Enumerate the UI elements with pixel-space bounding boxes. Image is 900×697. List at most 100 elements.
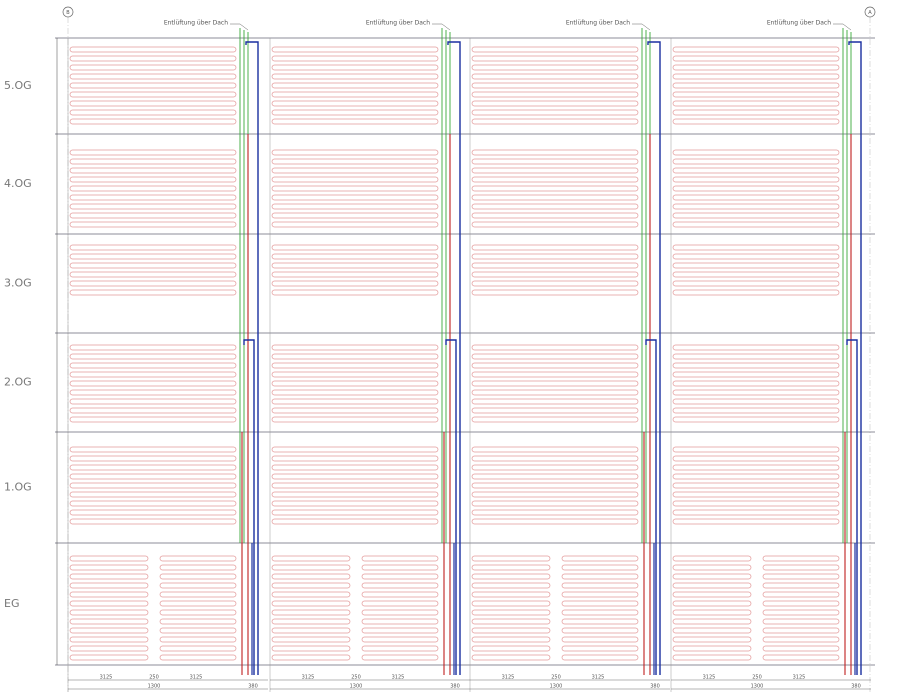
heating-coil: [561, 636, 639, 643]
heating-coil: [471, 464, 639, 471]
heating-coil: [69, 416, 237, 423]
heating-coil: [159, 591, 237, 598]
heating-coil: [69, 407, 237, 414]
heating-coil: [271, 158, 439, 165]
heating-coil: [471, 185, 639, 192]
heating-coil: [69, 176, 237, 183]
heating-coil: [69, 91, 237, 98]
heating-coil: [672, 582, 752, 589]
return-pipe: [243, 339, 255, 675]
heating-coil: [471, 344, 639, 351]
heating-coil: [561, 645, 639, 652]
heating-coil: [672, 362, 840, 369]
heating-coil: [361, 564, 439, 571]
grid-marker-label: B: [66, 10, 70, 16]
heating-coil: [471, 167, 639, 174]
heating-coil: [672, 555, 752, 562]
heating-coil: [471, 500, 639, 507]
dimension: 3125: [703, 675, 716, 681]
heating-coil: [69, 73, 237, 80]
heating-coil: [271, 253, 439, 260]
heating-coil: [271, 591, 351, 598]
heating-coil: [672, 380, 840, 387]
heating-coil: [361, 573, 439, 580]
heating-coil: [471, 221, 639, 228]
heating-coil: [471, 509, 639, 516]
heating-coil: [672, 289, 840, 296]
heating-coil: [69, 518, 237, 525]
return-pipe: [848, 41, 862, 675]
heating-coil: [561, 573, 639, 580]
heating-coil: [672, 203, 840, 210]
floor-label: 2.OG: [4, 376, 32, 389]
heating-coil: [672, 212, 840, 219]
heating-coil: [271, 185, 439, 192]
heating-coil: [672, 591, 752, 598]
heating-coil: [561, 564, 639, 571]
heating-coil: [69, 464, 237, 471]
dimension: 3125: [190, 675, 203, 681]
vent-label: Entlüftung über Dach: [164, 20, 228, 27]
heating-coil: [672, 518, 840, 525]
heating-coil: [762, 564, 840, 571]
heating-coil: [672, 509, 840, 516]
heating-coil: [69, 362, 237, 369]
heating-coil: [271, 82, 439, 89]
heating-coil: [271, 582, 351, 589]
heating-coil: [471, 582, 551, 589]
heating-coil: [271, 344, 439, 351]
heating-coil: [672, 353, 840, 360]
heating-coil: [69, 618, 149, 625]
heating-coil: [672, 253, 840, 260]
heating-coil: [471, 380, 639, 387]
heating-coil: [271, 280, 439, 287]
dimension: 250: [551, 675, 561, 681]
heating-coil: [69, 100, 237, 107]
heating-coil: [672, 473, 840, 480]
heating-coil: [69, 118, 237, 125]
leader: [632, 23, 651, 31]
heating-coil: [159, 627, 237, 634]
heating-coil: [471, 244, 639, 251]
heating-coil: [69, 446, 237, 453]
heating-coil: [361, 600, 439, 607]
heating-coil: [672, 344, 840, 351]
heating-coil: [69, 491, 237, 498]
heating-coil: [471, 473, 639, 480]
dimension: 3125: [793, 675, 806, 681]
vent-label: Entlüftung über Dach: [566, 20, 630, 27]
heating-coil: [69, 353, 237, 360]
heating-coil: [471, 100, 639, 107]
return-pipe: [447, 41, 461, 675]
heating-coil: [271, 564, 351, 571]
heating-coil: [672, 91, 840, 98]
heating-coil: [69, 109, 237, 116]
heating-coil: [471, 482, 639, 489]
heating-coil: [69, 289, 237, 296]
floor-label: 1.OG: [4, 481, 32, 494]
heating-coil: [672, 262, 840, 269]
heating-coil: [69, 564, 149, 571]
heating-coil: [762, 618, 840, 625]
heating-coil: [672, 64, 840, 71]
dimension: 1300: [350, 684, 363, 690]
heating-coil: [69, 344, 237, 351]
heating-coil: [672, 82, 840, 89]
heating-coil: [361, 582, 439, 589]
heating-coil: [69, 609, 149, 616]
heating-coil: [69, 203, 237, 210]
heating-coil: [471, 446, 639, 453]
return-pipe: [647, 41, 661, 675]
heating-coil: [159, 618, 237, 625]
dimension: 3125: [592, 675, 605, 681]
heating-coil: [471, 253, 639, 260]
heating-coil: [69, 380, 237, 387]
heating-coil: [69, 64, 237, 71]
heating-coil: [672, 271, 840, 278]
dimension: 1300: [751, 684, 764, 690]
heating-coil: [69, 500, 237, 507]
heating-coil: [471, 645, 551, 652]
heating-coil: [471, 555, 551, 562]
heating-coil: [69, 46, 237, 53]
heating-coil: [271, 446, 439, 453]
